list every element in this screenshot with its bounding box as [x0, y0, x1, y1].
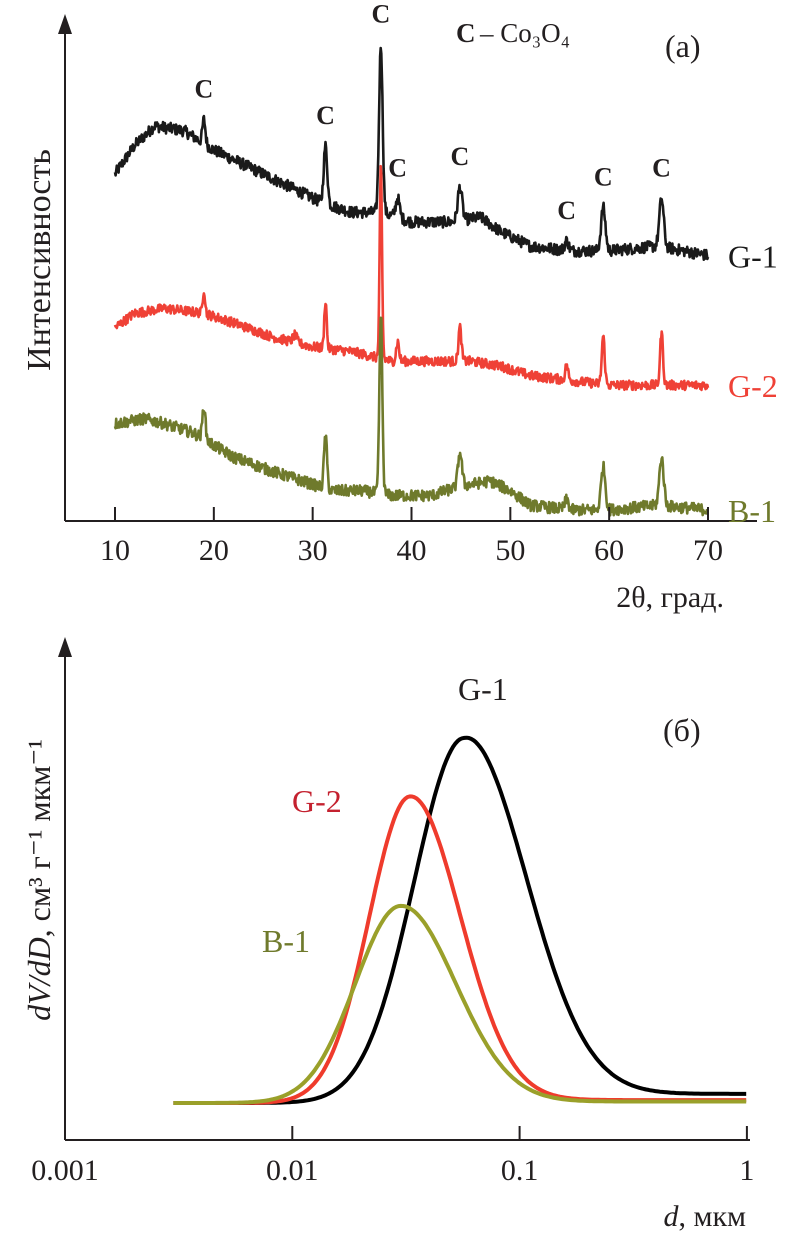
panel-a-x-label: 2θ, град. — [616, 581, 724, 614]
panel-a-x-tick-label: 60 — [594, 534, 624, 567]
panel-b-series-g-2-line — [173, 794, 747, 1105]
panel-a-peak-marker: C — [388, 153, 407, 182]
panel-a-x-tick-label: 50 — [495, 534, 525, 567]
panel-b-x-tick-label: 0.1 — [501, 1154, 539, 1187]
panel-a-series-label-g-2: G-2 — [728, 368, 778, 404]
panel-b-series-label-g-1: G-1 — [458, 671, 508, 707]
legend-marker-text: – Co₃O₄ — [479, 18, 570, 48]
panel-a-x-tick-label: 40 — [397, 534, 427, 567]
panel-a-series-b-1-line — [113, 316, 709, 517]
panel-b-pore-size-chart: 0.001 0.01 0.1 1 dV/dD, см³ г⁻¹ мкм⁻¹ d, мк… — [21, 637, 754, 1233]
panel-a-series-label-b-1: B-1 — [728, 493, 776, 529]
panel-a-x-tick-label: 70 — [693, 534, 723, 567]
panel-a-x-tick-label: 20 — [199, 534, 229, 567]
panel-b-label: (б) — [663, 712, 701, 748]
panel-a-x-tick-label: 30 — [298, 534, 328, 567]
panel-a-y-label: Интенсивность — [21, 149, 58, 371]
panel-a-peak-marker: C — [557, 196, 576, 225]
panel-a-peak-marker: C — [195, 75, 214, 104]
panel-a-series-g-2-line — [113, 164, 710, 392]
legend-marker-c: C — [456, 18, 476, 48]
panel-b-y-label: dV/dD, см³ г⁻¹ мкм⁻¹ — [21, 739, 57, 1021]
panel-a-peak-marker: C — [652, 154, 671, 183]
panel-b-series-b-1-line — [173, 903, 747, 1105]
panel-a-peak-marker: C — [451, 142, 470, 171]
panel-a-peak-marker: C — [371, 0, 390, 28]
panel-a-series-labels: G-1 G-2 B-1 — [728, 239, 778, 529]
panel-b-y-label-units: , см³ г⁻¹ мкм⁻¹ — [21, 739, 57, 937]
panel-a-peak-marker: C — [316, 101, 335, 130]
panel-a-peak-marker: C — [594, 163, 613, 192]
panel-a-x-ticks: 10 20 30 40 50 60 70 — [100, 507, 723, 567]
panel-b-y-axis-arrow-icon — [58, 637, 72, 657]
panel-b-series-label-b-1: B-1 — [262, 923, 310, 959]
panel-a-label: (a) — [665, 28, 701, 64]
panel-a-legend-note: C – Co₃O₄ — [456, 18, 570, 48]
panel-b-x-ticks: 0.001 0.01 0.1 1 — [31, 1126, 754, 1187]
panel-b-x-tick-label: 0.001 — [31, 1154, 99, 1187]
panel-b-x-label-units: , мкм — [678, 1200, 746, 1233]
panel-b-series-labels: G-1 G-2 B-1 — [262, 671, 508, 959]
panel-b-x-label: d, мкм — [663, 1200, 746, 1233]
panel-b-y-label-italic: dV/dD — [21, 937, 57, 1021]
panel-b-series-group — [173, 735, 747, 1105]
panel-a-series-group — [113, 46, 710, 517]
panel-b-x-label-italic: d — [663, 1200, 679, 1233]
panel-a-y-axis-arrow-icon — [58, 14, 72, 34]
panel-b-x-tick-label: 0.01 — [266, 1154, 319, 1187]
panel-a-series-g-1-line — [113, 46, 710, 261]
panel-a-x-tick-label: 10 — [100, 534, 130, 567]
panel-a-series-label-g-1: G-1 — [728, 239, 778, 275]
panel-b-x-tick-label: 1 — [739, 1154, 754, 1187]
panel-b-series-label-g-2: G-2 — [292, 783, 342, 819]
